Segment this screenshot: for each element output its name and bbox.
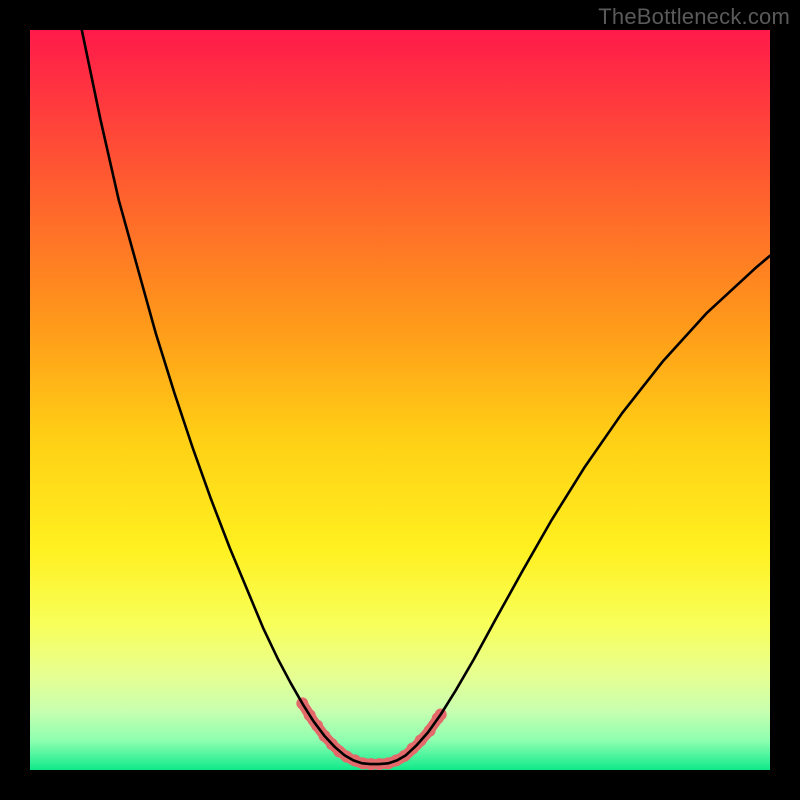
chart-canvas: TheBottleneck.com xyxy=(0,0,800,800)
plot-background xyxy=(30,30,770,770)
bottleneck-chart xyxy=(0,0,800,800)
